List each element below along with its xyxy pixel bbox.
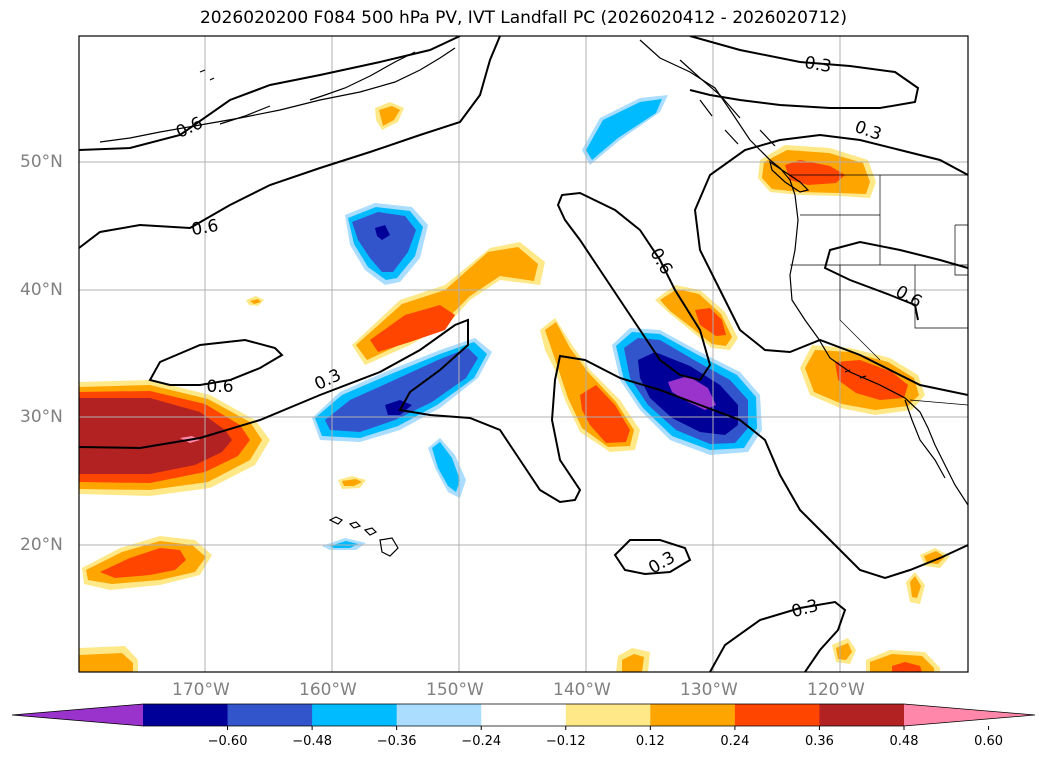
colorbar-tick-label: −0.24 <box>461 734 502 749</box>
lat-label-30n: 30°N <box>20 407 63 427</box>
colorbar-segment <box>565 704 651 726</box>
lon-label-120w: 120°W <box>807 680 865 700</box>
ivt-contours <box>79 36 968 672</box>
lon-label-130w: 130°W <box>680 680 738 700</box>
colorbar-extension-high <box>904 704 1035 726</box>
colorbar-tick-label: −0.12 <box>545 734 586 749</box>
lon-label-150w: 150°W <box>426 680 484 700</box>
colorbar-segment <box>143 704 229 726</box>
map-title: 2026020200 F084 500 hPa PV, IVT Landfall… <box>199 8 847 28</box>
map-frame <box>78 35 969 673</box>
lat-label-50n: 50°N <box>20 152 63 172</box>
lon-label-170w: 170°W <box>172 680 230 700</box>
contour-label: 0.6 <box>190 216 220 240</box>
lat-label-20n: 20°N <box>20 535 63 555</box>
colorbar-tick-label: 0.12 <box>635 734 665 749</box>
colorbar-tick-label: 0.60 <box>974 734 1004 749</box>
coastlines <box>99 39 968 557</box>
colorbar-segment <box>227 704 313 726</box>
colorbar-outline <box>11 703 1036 727</box>
colorbar <box>11 703 1036 730</box>
colorbar-extension-low <box>12 704 143 726</box>
contour-label: 0.6 <box>206 377 233 397</box>
contour-label: 0.3 <box>803 53 833 77</box>
graticule <box>79 36 968 672</box>
colorbar-segment <box>312 704 398 726</box>
lon-label-160w: 160°W <box>299 680 357 700</box>
colorbar-tick-label: 0.24 <box>720 734 750 749</box>
colorbar-segment <box>396 704 482 726</box>
map-plot-area: 0.6 0.6 0.6 0.3 0.6 0.6 0.3 0.3 0.3 0.3 <box>79 36 968 672</box>
colorbar-tick-label: 0.48 <box>889 734 919 749</box>
colorbar-tick-label: 0.36 <box>804 734 834 749</box>
colorbar-segment <box>819 704 905 726</box>
colorbar-tick-label: −0.36 <box>376 734 417 749</box>
colorbar-tick-label: −0.48 <box>292 734 333 749</box>
political-borders <box>790 174 968 406</box>
colorbar-segment <box>734 704 820 726</box>
lon-label-140w: 140°W <box>553 680 611 700</box>
colorbar-segment <box>650 704 736 726</box>
lat-label-40n: 40°N <box>20 280 63 300</box>
colorbar-segment <box>481 704 567 726</box>
colorbar-tick-label: −0.60 <box>207 734 248 749</box>
